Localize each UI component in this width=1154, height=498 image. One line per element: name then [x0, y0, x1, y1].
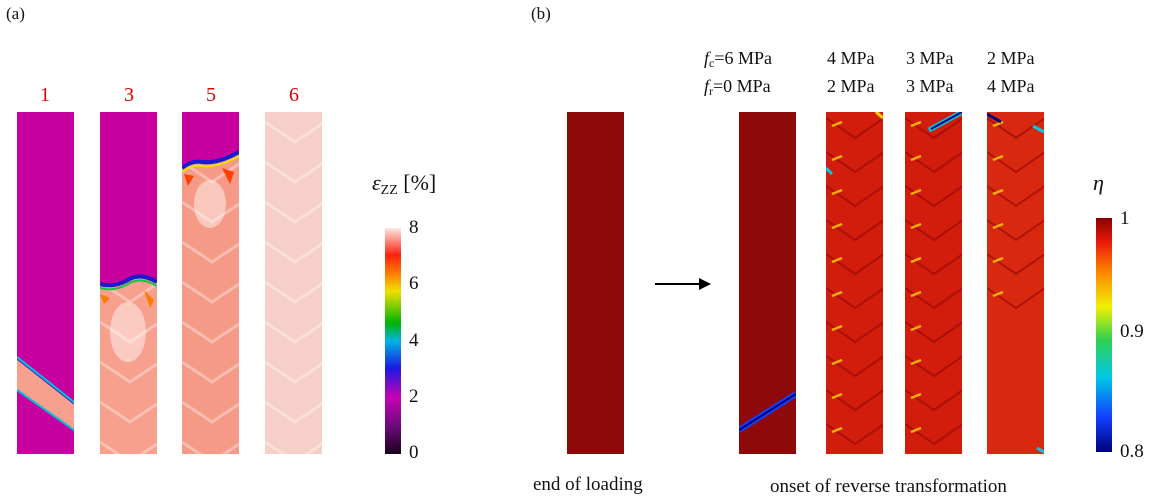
eta-field-fc3-fr3 [905, 112, 962, 454]
strain-tick-4: 4 [409, 330, 419, 351]
step-label-3: 3 [124, 84, 134, 106]
fr-header-first: fr=0 MPa [704, 76, 771, 98]
strain-field-step-1 [17, 112, 74, 454]
eta-colorbar-title: η [1093, 170, 1104, 195]
caption-end-of-loading: end of loading [533, 474, 643, 495]
step-label-6: 6 [289, 84, 299, 106]
fc-value-2: 4 MPa [827, 48, 875, 68]
eta-field-end-of-loading [567, 112, 624, 454]
step-label-1: 1 [40, 84, 50, 106]
fr-value-3: 3 MPa [906, 76, 954, 96]
strain-tick-6: 6 [409, 273, 419, 294]
strain-colorbar [385, 228, 401, 454]
panel-b-label: (b) [531, 4, 551, 23]
eta-field-fc2-fr4 [987, 112, 1044, 454]
eta-tick-0-8: 0.8 [1120, 441, 1144, 462]
caption-onset-reverse-transformation: onset of reverse transformation [770, 476, 1007, 497]
step-label-5: 5 [206, 84, 216, 106]
eta-tick-1: 1 [1120, 208, 1130, 229]
eta-field-fc4-fr2 [826, 112, 883, 454]
fc-value-4: 2 MPa [987, 48, 1035, 68]
eta-field-fc6-fr0 [739, 112, 796, 454]
strain-tick-8: 8 [409, 217, 419, 238]
strain-field-step-5 [182, 112, 239, 454]
strain-tick-2: 2 [409, 386, 419, 407]
fc-value-3: 3 MPa [906, 48, 954, 68]
strain-field-step-6 [265, 112, 322, 454]
eta-colorbar [1096, 218, 1112, 452]
strain-colorbar-title: εZZ [%] [372, 170, 437, 198]
strain-field-step-3 [100, 112, 157, 454]
fr-value-4: 4 MPa [987, 76, 1035, 96]
right-arrow-icon [655, 278, 711, 290]
fc-header-first: fc=6 MPa [704, 48, 772, 70]
eta-tick-0-9: 0.9 [1120, 321, 1144, 342]
fr-value-2: 2 MPa [827, 76, 875, 96]
panel-a-label: (a) [6, 4, 25, 23]
strain-tick-0: 0 [409, 442, 419, 463]
